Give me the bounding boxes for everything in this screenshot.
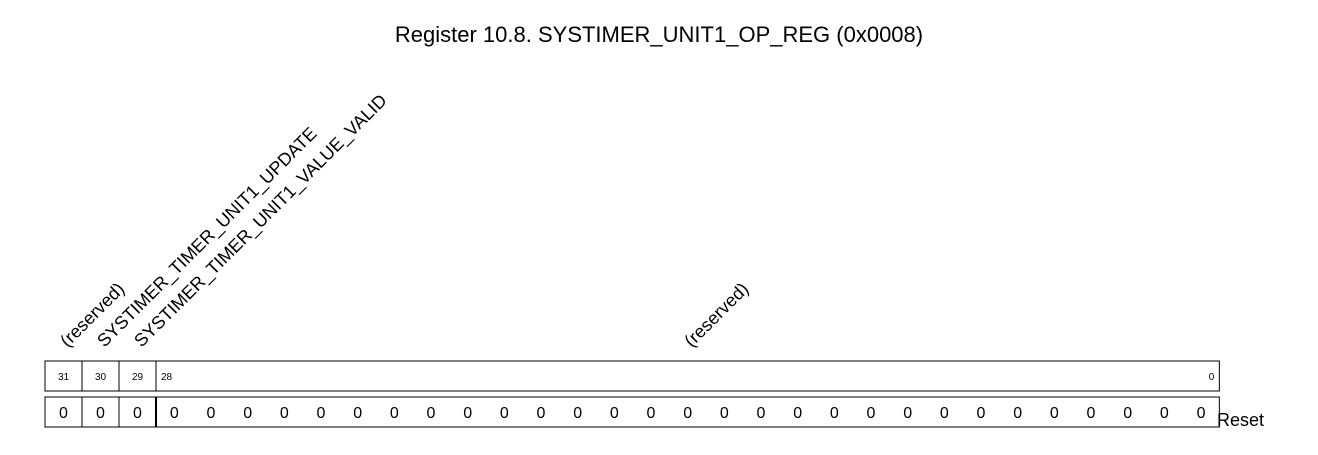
reset-value: 0 bbox=[353, 405, 362, 422]
bit-number: 0 bbox=[1209, 372, 1215, 383]
field-name-label: SYSTIMER_TIMER_UNIT1_VALUE_VALID bbox=[130, 90, 391, 351]
reset-value: 0 bbox=[793, 405, 802, 422]
reset-value: 0 bbox=[133, 405, 142, 422]
bit-number-cell bbox=[155, 360, 1220, 392]
reset-value: 0 bbox=[537, 405, 546, 422]
field-name-label: SYSTIMER_TIMER_UNIT1_UPDATE bbox=[93, 123, 321, 351]
reset-value: 0 bbox=[390, 405, 399, 422]
reset-value: 0 bbox=[59, 405, 68, 422]
reset-value: 0 bbox=[1160, 405, 1169, 422]
reset-value: 0 bbox=[720, 405, 729, 422]
reset-value: 0 bbox=[940, 405, 949, 422]
field-labels: (reserved) SYSTIMER_TIMER_UNIT1_UPDATESYS… bbox=[56, 90, 752, 351]
reset-value: 0 bbox=[757, 405, 766, 422]
field-name-label: (reserved) bbox=[680, 279, 752, 351]
reset-value: 0 bbox=[610, 405, 619, 422]
reset-label: Reset bbox=[1217, 410, 1264, 430]
reset-value: 0 bbox=[1197, 405, 1206, 422]
bit-number-row: 31 30 29 28 0 bbox=[44, 360, 1220, 392]
reset-value: 0 bbox=[96, 405, 105, 422]
bit-number: 30 bbox=[95, 372, 107, 383]
bit-number: 31 bbox=[58, 372, 70, 383]
reset-value: 0 bbox=[207, 405, 216, 422]
bit-number: 29 bbox=[132, 372, 144, 383]
reset-value: 0 bbox=[683, 405, 692, 422]
reset-value: 0 bbox=[1050, 405, 1059, 422]
reset-value: 0 bbox=[243, 405, 252, 422]
reset-value: 0 bbox=[903, 405, 912, 422]
reset-value: 0 bbox=[463, 405, 472, 422]
reset-value: 0 bbox=[1123, 405, 1132, 422]
reset-value: 0 bbox=[647, 405, 656, 422]
reset-value: 0 bbox=[573, 405, 582, 422]
reset-value: 0 bbox=[867, 405, 876, 422]
reset-value: 0 bbox=[280, 405, 289, 422]
reset-value: 0 bbox=[1087, 405, 1096, 422]
reset-value: 0 bbox=[830, 405, 839, 422]
reset-value: 0 bbox=[977, 405, 986, 422]
reset-value: 0 bbox=[170, 405, 179, 422]
reset-value: 0 bbox=[1013, 405, 1022, 422]
reset-value: 0 bbox=[317, 405, 326, 422]
reset-value-row: 0 0 0 0 0 0 0 0 0 0 0 0 0 0 0 0 0 0 0 0 0 0 0 0 0 0 0 0 0 0 0 0 bbox=[44, 396, 1220, 428]
reset-value: 0 bbox=[500, 405, 509, 422]
register-title: Register 10.8. SYSTIMER_UNIT1_OP_REG (0x… bbox=[394, 22, 924, 47]
bit-number: 28 bbox=[161, 372, 173, 383]
reset-value: 0 bbox=[427, 405, 436, 422]
